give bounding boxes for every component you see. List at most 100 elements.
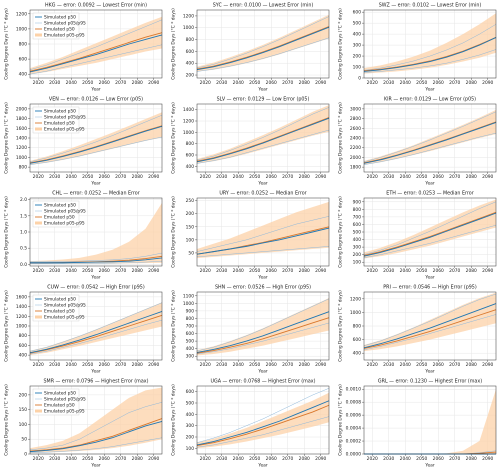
y-axis-label: Cooling Degree Days (°C * days) — [171, 384, 177, 456]
plot-frame — [363, 197, 497, 267]
x-axis-label: Year — [424, 181, 434, 187]
x-tick-label: 2060 — [99, 268, 110, 274]
bound-line — [29, 44, 163, 75]
x-axis-label: Year — [424, 463, 434, 469]
y-tick-label: 250 — [186, 198, 195, 204]
y-tick-label: 100 — [353, 260, 362, 266]
bound-line — [29, 114, 163, 163]
plot-frame — [363, 9, 497, 79]
y-tick-label: 300 — [186, 423, 195, 429]
panel: UGA — error: 0.0768 — Highest Error (max… — [171, 379, 330, 469]
x-tick-label: 2040 — [400, 456, 411, 462]
y-tick-label: 100 — [186, 237, 195, 243]
x-tick-label: 2040 — [66, 362, 77, 368]
y-tick-label: 500 — [186, 401, 195, 407]
line — [363, 303, 497, 349]
panel-title: SWZ — error: 0.0102 — Lowest Error (min) — [379, 3, 482, 9]
x-tick-label: 2060 — [99, 456, 110, 462]
y-axis-label: Cooling Degree Days (°C * days) — [338, 102, 344, 174]
x-tick-label: 2020 — [200, 456, 211, 462]
x-tick-label: 2080 — [132, 174, 143, 180]
x-tick-label: 2080 — [466, 268, 477, 274]
panel: CUW — error: 0.0542 — High Error (p95) Ye… — [4, 285, 163, 375]
line — [29, 125, 163, 164]
y-tick-label: 400 — [186, 346, 195, 352]
y-tick-label: 1000 — [16, 324, 27, 330]
panel-title: CUW — error: 0.0542 — High Error (p95) — [47, 285, 145, 291]
x-tick-label: 2040 — [400, 362, 411, 368]
bound-line — [29, 319, 163, 355]
y-axis-label: Cooling Degree Days (°C * days) — [338, 196, 344, 268]
x-tick-label: 2040 — [66, 174, 77, 180]
plot-frame — [29, 291, 163, 361]
x-tick-label: 2080 — [132, 80, 143, 86]
bound-line — [196, 129, 330, 164]
panel: SWZ — error: 0.0102 — Lowest Error (min)… — [338, 3, 497, 93]
line — [29, 421, 163, 453]
x-tick-label: 2070 — [115, 268, 126, 274]
x-tick-label: 2090 — [148, 174, 159, 180]
x-tick-label: 2070 — [282, 80, 293, 86]
line — [363, 37, 497, 72]
y-tick-label: 100 — [186, 446, 195, 452]
y-axis-label: Cooling Degree Days (°C * days) — [171, 290, 177, 362]
legend-label: Emulated p05-p95 — [44, 409, 85, 415]
legend-label: Simulated p05/p95 — [44, 209, 86, 215]
band — [197, 14, 329, 72]
line — [363, 121, 497, 164]
x-tick-label: 2040 — [400, 80, 411, 86]
band — [197, 201, 329, 259]
x-tick-label: 2030 — [216, 362, 227, 368]
y-axis-label: Cooling Degree Days (°C * days) — [171, 8, 177, 80]
x-tick-label: 2050 — [82, 362, 93, 368]
x-tick-label: 2030 — [383, 268, 394, 274]
x-tick-label: 2080 — [466, 174, 477, 180]
legend-label: Emulated p05-p95 — [44, 127, 85, 133]
plot-frame — [196, 291, 330, 361]
line — [363, 122, 497, 164]
panel-title: SMR — error: 0.0796 — Highest Error (max… — [44, 379, 149, 385]
x-tick-label: 2030 — [49, 268, 60, 274]
x-axis-label: Year — [424, 369, 434, 375]
bound-line — [29, 437, 163, 454]
x-tick-label: 2020 — [367, 174, 378, 180]
line — [29, 125, 163, 164]
y-tick-label: 1600 — [16, 126, 27, 132]
x-tick-label: 2030 — [383, 456, 394, 462]
y-tick-label: 200 — [186, 211, 195, 217]
y-tick-label: 700 — [353, 214, 362, 220]
y-tick-label: 0 — [358, 76, 361, 82]
panel-title: CHL — error: 0.0252 — Median Error — [52, 191, 139, 197]
y-tick-label: 1800 — [350, 165, 361, 171]
band — [197, 105, 329, 164]
x-tick-label: 2090 — [482, 456, 493, 462]
panel-title: SLV — error: 0.0129 — Low Error (p05) — [217, 97, 310, 103]
y-tick-label: 200 — [353, 252, 362, 258]
x-axis-label: Year — [90, 181, 100, 187]
x-tick-label: 2090 — [148, 268, 159, 274]
y-tick-label: 1000 — [350, 310, 361, 316]
x-tick-label: 2090 — [315, 174, 326, 180]
plot-frame — [363, 103, 497, 173]
x-tick-label: 2090 — [482, 362, 493, 368]
y-tick-label: 0.0004 — [346, 426, 362, 432]
x-tick-label: 2050 — [82, 80, 93, 86]
x-tick-label: 2050 — [249, 80, 260, 86]
x-tick-label: 2070 — [115, 362, 126, 368]
x-tick-label: 2090 — [148, 362, 159, 368]
y-tick-label: 600 — [353, 337, 362, 343]
y-tick-label: 3000 — [350, 106, 361, 112]
x-tick-label: 2030 — [383, 80, 394, 86]
x-tick-label: 2080 — [299, 80, 310, 86]
bound-line — [29, 402, 163, 451]
x-tick-label: 2040 — [66, 268, 77, 274]
x-tick-label: 2080 — [132, 456, 143, 462]
y-tick-label: 800 — [19, 333, 28, 339]
plot-frame — [29, 197, 163, 267]
x-axis-label: Year — [90, 369, 100, 375]
plot-frame — [29, 385, 163, 455]
y-tick-label: 0.5 — [20, 246, 27, 252]
x-tick-label: 2030 — [383, 362, 394, 368]
panel: CHL — error: 0.0252 — Median Error Year Co… — [4, 191, 163, 281]
x-axis-label: Year — [90, 463, 100, 469]
